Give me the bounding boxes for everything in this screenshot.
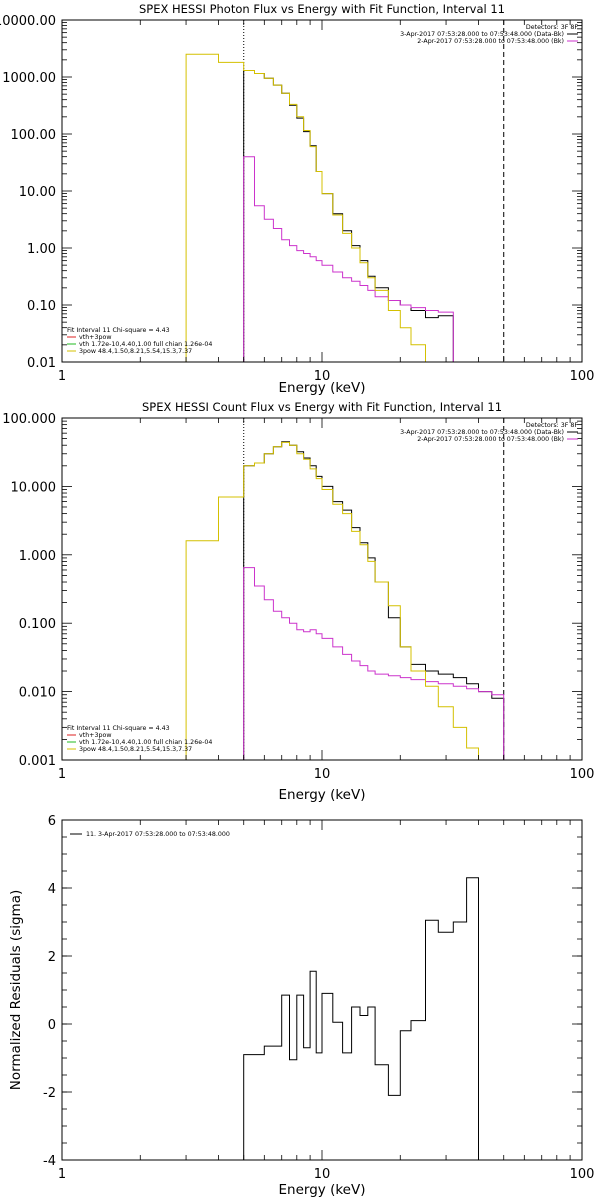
y-tick-label: 0.010	[19, 686, 56, 701]
y-tick-label: 0.100	[19, 617, 56, 632]
series-group	[243, 877, 479, 1160]
series-group	[185, 441, 505, 760]
chart-title: SPEX HESSI Photon Flux vs Energy with Fi…	[139, 2, 505, 16]
x-tick-label: 1	[58, 1167, 66, 1182]
y-tick-label: 2	[48, 950, 56, 965]
panel-1: SPEX HESSI Photon Flux vs Energy with Fi…	[0, 2, 595, 396]
x-axis-label: Energy (keV)	[279, 787, 366, 803]
fit-legend-heading: Fit Interval 11 Chi-square = 4.43	[67, 327, 170, 334]
series-3pow	[185, 53, 505, 362]
series-residuals	[243, 877, 479, 1160]
chart-title: SPEX HESSI Count Flux vs Energy with Fit…	[142, 400, 502, 414]
series-bk	[243, 156, 454, 362]
legend-heading: Detectors: 3F 8F	[526, 24, 578, 31]
x-tick-label: 10	[314, 1167, 331, 1182]
fit-legend-entry: vth 1.72e-10,4.40,1.00 full chian 1.26e-…	[79, 739, 212, 746]
fit-legend-entry: vth 1.72e-10,4.40,1.00 full chian 1.26e-…	[79, 341, 212, 348]
y-tick-label: 0.001	[19, 754, 56, 769]
fit-legend-entry: 3pow 48.4,1.50,8.21,5.54,15.3,7.37	[79, 746, 192, 753]
legend-entry: 2-Apr-2017 07:53:28.000 to 07:53:48.000 …	[417, 436, 564, 443]
x-axis-label: Energy (keV)	[279, 1182, 366, 1198]
y-tick-label: 100.00	[11, 128, 57, 143]
fit-legend-entry: 3pow 48.4,1.50,8.21,5.54,15.3,7.37	[79, 348, 192, 355]
fit-legend-entry: vth+3pow	[79, 732, 111, 739]
x-tick-label: 1	[58, 369, 66, 384]
legend-entry: 3-Apr-2017 07:53:28.000 to 07:53:48.000 …	[400, 31, 564, 38]
series-bk	[243, 567, 505, 760]
legend-heading: Detectors: 3F 8F	[526, 422, 578, 429]
panel-2: SPEX HESSI Count Flux vs Energy with Fit…	[2, 400, 594, 803]
y-tick-label: 0	[48, 1018, 56, 1033]
series-3pow	[185, 441, 505, 760]
y-tick-label: 1.00	[27, 242, 56, 257]
y-tick-label: -4	[43, 1154, 56, 1169]
legend-entry: 2-Apr-2017 07:53:28.000 to 07:53:48.000 …	[417, 38, 564, 45]
x-tick-label: 100	[570, 767, 595, 782]
y-tick-label: 10.00	[19, 185, 56, 200]
y-tick-label: 1.000	[19, 549, 56, 564]
legend-entry: 3-Apr-2017 07:53:28.000 to 07:53:48.000 …	[400, 429, 564, 436]
y-tick-label: 1000.00	[2, 71, 56, 86]
residual-legend-entry: 11. 3-Apr-2017 07:53:28.000 to 07:53:48.…	[86, 831, 230, 838]
x-tick-label: 1	[58, 767, 66, 782]
panel-3: 1 10 100 Energy (keV) -4 -2 0 2 4 6 Normalized Res…	[8, 814, 594, 1198]
y-tick-label: 100.000	[2, 412, 56, 427]
y-tick-label: 4	[48, 882, 56, 897]
series-group	[185, 53, 505, 362]
x-tick-label: 10	[314, 369, 331, 384]
y-tick-label: 10.000	[11, 480, 57, 495]
fit-legend-entry: vth+3pow	[79, 334, 111, 341]
y-axis-label: Normalized Residuals (sigma)	[8, 890, 24, 1091]
y-tick-label: 0.10	[27, 299, 56, 314]
x-tick-label: 100	[570, 1167, 595, 1182]
x-tick-label: 100	[570, 369, 595, 384]
y-tick-label: 6	[48, 814, 56, 829]
x-axis-label: Energy (keV)	[279, 380, 366, 396]
y-tick-label: 0.01	[27, 356, 56, 371]
y-tick-label: -2	[43, 1086, 56, 1101]
x-tick-label: 10	[314, 767, 331, 782]
y-tick-label: 10000.00	[0, 14, 56, 29]
fit-legend-heading: Fit Interval 11 Chi-square = 4.43	[67, 725, 170, 732]
